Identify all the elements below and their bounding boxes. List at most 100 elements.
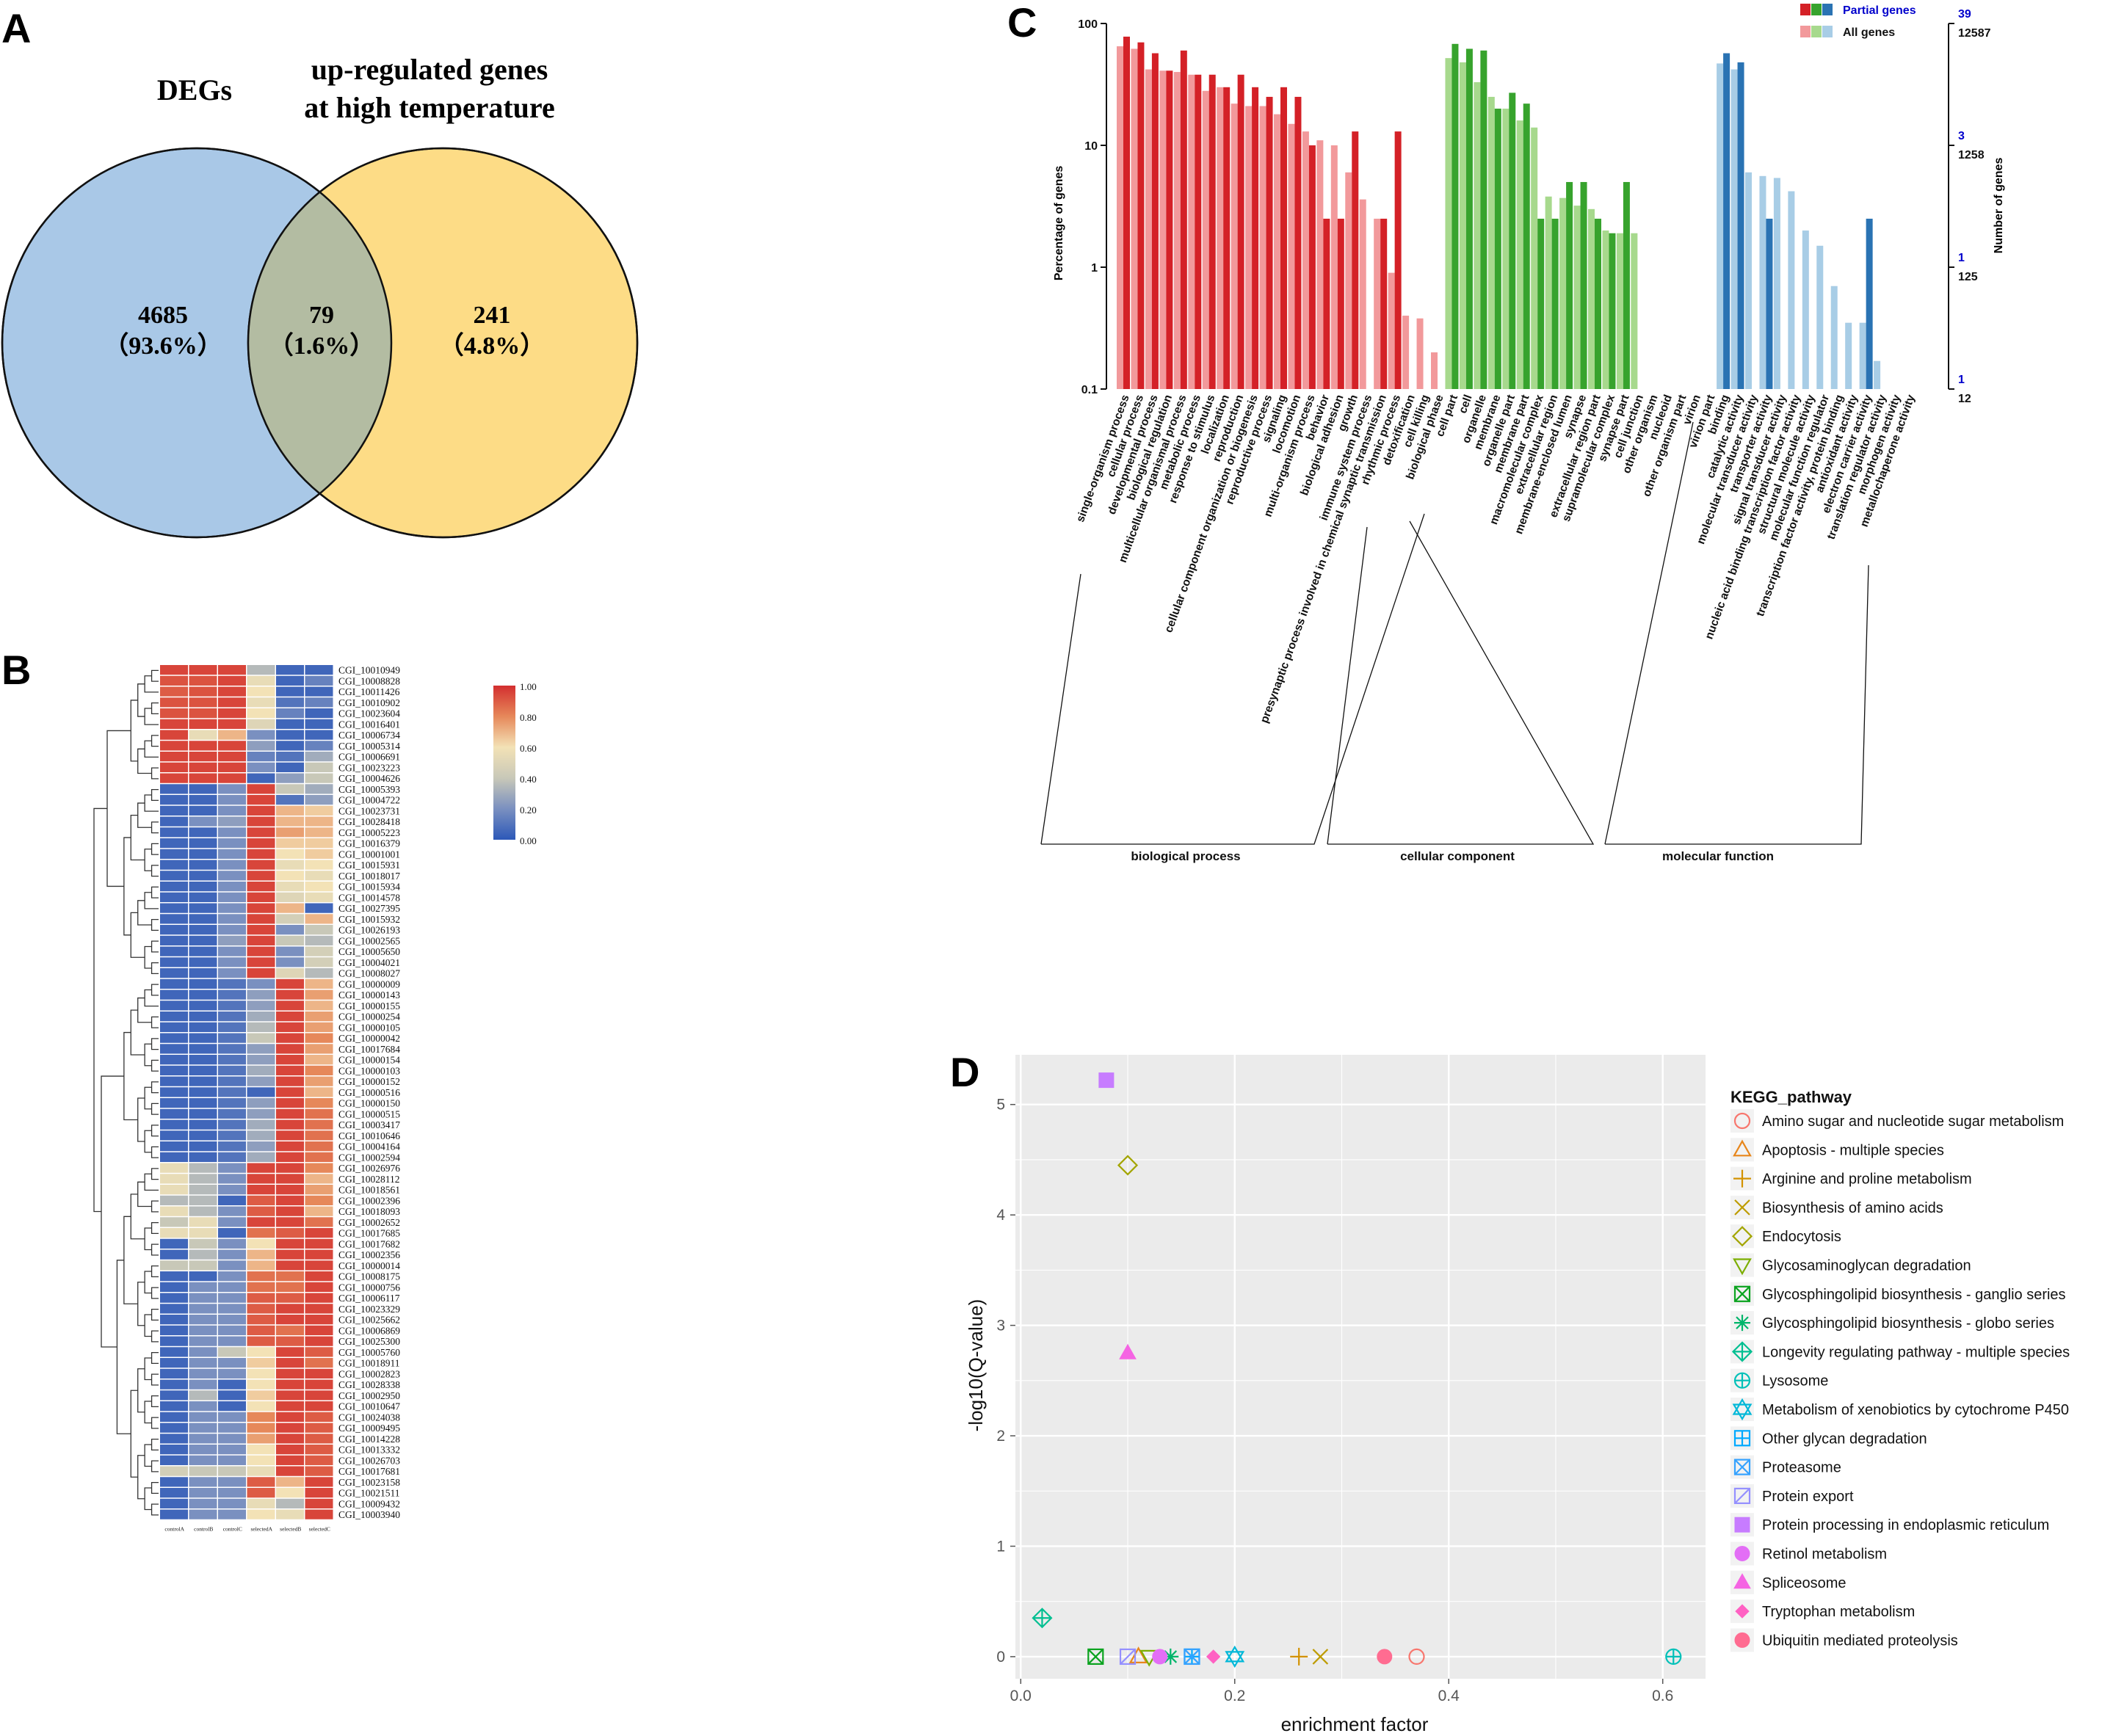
heatmap-cell	[218, 1185, 246, 1195]
heatmap-row-labels: CGI_10010949CGI_10008828CGI_10011426CGI_…	[338, 665, 400, 1521]
heatmap-cell	[189, 1325, 217, 1335]
heatmap-cell	[160, 1108, 188, 1119]
heatmap-row-label: CGI_10016379	[338, 838, 400, 849]
heatmap-cell	[276, 1423, 304, 1433]
kegg-point	[1206, 1649, 1221, 1664]
venn-right-title-1: up-regulated genes	[311, 53, 548, 86]
heatmap-cell	[247, 1055, 275, 1065]
heatmap-cell	[189, 1368, 217, 1379]
heatmap-row-label: CGI_10005760	[338, 1347, 400, 1358]
go-bar-all	[1259, 106, 1266, 389]
heatmap-cell	[305, 935, 333, 945]
go-category-label: behavior	[1304, 393, 1332, 443]
heatmap-column-label: selectedC	[309, 1525, 330, 1532]
heatmap-cell	[160, 1033, 188, 1043]
heatmap-cell	[305, 1022, 333, 1032]
heatmap-cell	[305, 903, 333, 913]
heatmap-cell	[218, 1358, 246, 1368]
go-category-label: transporter activity	[1728, 393, 1775, 494]
heatmap-cell	[276, 741, 304, 751]
heatmap-row-label: CGI_10004021	[338, 957, 400, 968]
heatmap-cell	[218, 719, 246, 729]
heatmap-cell	[218, 762, 246, 772]
kegg-legend-item: Metabolism of xenobiotics by cytochrome …	[1730, 1398, 2069, 1421]
heatmap-cell	[160, 882, 188, 892]
kegg-y-tick: 5	[996, 1097, 1005, 1114]
go-bar-partial	[1766, 218, 1773, 389]
go-category-label: other organism part	[1640, 393, 1689, 498]
kegg-point	[1139, 1649, 1159, 1667]
heatmap-cell	[189, 827, 217, 838]
heatmap-cell	[305, 1195, 333, 1205]
heatmap-cell	[189, 1130, 217, 1141]
heatmap-cell	[276, 1152, 304, 1162]
heatmap-cell	[160, 1087, 188, 1097]
heatmap-cell	[218, 730, 246, 740]
heatmap-cell	[160, 946, 188, 956]
heatmap-cell	[305, 1185, 333, 1195]
kegg-legend-label: Metabolism of xenobiotics by cytochrome …	[1762, 1402, 2069, 1418]
heatmap-cell	[276, 827, 304, 838]
kegg-legend-label: Proteasome	[1762, 1460, 1841, 1476]
heatmap-legend-tick: 0.60	[520, 743, 537, 754]
heatmap-cell	[218, 1206, 246, 1216]
heatmap-cell	[276, 1228, 304, 1238]
heatmap-cell	[305, 1293, 333, 1303]
venn-circle-upregulated	[247, 147, 639, 539]
heatmap-cell	[276, 1065, 304, 1075]
kegg-legend-item: Retinol metabolism	[1730, 1541, 1887, 1566]
heatmap-cell	[305, 1152, 333, 1162]
go-bar-partial	[1323, 218, 1330, 389]
heatmap-cell	[305, 1488, 333, 1498]
heatmap-cell	[305, 1076, 333, 1086]
venn-right-pct: （4.8%）	[439, 331, 546, 360]
heatmap-cell	[160, 1055, 188, 1065]
heatmap-row-label: CGI_10010646	[338, 1130, 400, 1141]
heatmap-cell	[276, 1012, 304, 1022]
kegg-legend-item: Glycosphingolipid biosynthesis - globo s…	[1730, 1311, 2054, 1335]
heatmap-cell	[305, 925, 333, 935]
panel-letter-b: B	[1, 647, 31, 693]
heatmap-cell	[160, 978, 188, 989]
heatmap-cell	[218, 1087, 246, 1097]
heatmap-row-label: CGI_10000756	[338, 1282, 400, 1293]
go-category-label: catalytic activity	[1704, 393, 1746, 480]
go-bar-partial	[1866, 218, 1873, 389]
heatmap-cell	[305, 1358, 333, 1368]
go-category-label: morphogen activity	[1855, 393, 1903, 496]
heatmap-cell	[247, 1293, 275, 1303]
heatmap-cell	[305, 946, 333, 956]
heatmap-cell	[247, 1477, 275, 1487]
heatmap-cell	[218, 805, 246, 816]
go-bar-all	[1545, 196, 1552, 389]
heatmap-cell	[247, 697, 275, 708]
go-bar-partial	[1480, 50, 1487, 389]
kegg-legend-label: Apoptosis - multiple species	[1762, 1142, 1944, 1158]
heatmap-cell	[189, 1304, 217, 1314]
heatmap-cell	[218, 1000, 246, 1011]
heatmap-cell	[160, 1282, 188, 1292]
heatmap-cell	[160, 816, 188, 827]
go-group-label: molecular function	[1662, 849, 1774, 863]
heatmap-cell	[276, 1368, 304, 1379]
heatmap-cell	[305, 1336, 333, 1346]
heatmap-cell	[305, 849, 333, 859]
go-right-all-tick: 1258	[1958, 149, 1985, 161]
heatmap-cell	[247, 1347, 275, 1357]
go-category-label: biological phase	[1404, 393, 1446, 481]
heatmap-cell	[189, 946, 217, 956]
heatmap-cell	[218, 1304, 246, 1314]
heatmap-cell	[218, 968, 246, 978]
heatmap-cell	[218, 925, 246, 935]
heatmap-cell	[305, 1282, 333, 1292]
heatmap-cell	[247, 1260, 275, 1271]
heatmap-cell	[160, 1498, 188, 1508]
heatmap-cell	[276, 719, 304, 729]
go-category-label: rhythmic process	[1359, 393, 1403, 487]
venn-right-title-2: at high temperature	[304, 91, 554, 124]
heatmap-row-label: CGI_10002950	[338, 1390, 400, 1401]
heatmap-cell	[189, 1445, 217, 1455]
heatmap-cell	[247, 1379, 275, 1390]
heatmap-row-label: CGI_10028112	[338, 1174, 400, 1185]
heatmap-row-label: CGI_10000105	[338, 1022, 400, 1033]
